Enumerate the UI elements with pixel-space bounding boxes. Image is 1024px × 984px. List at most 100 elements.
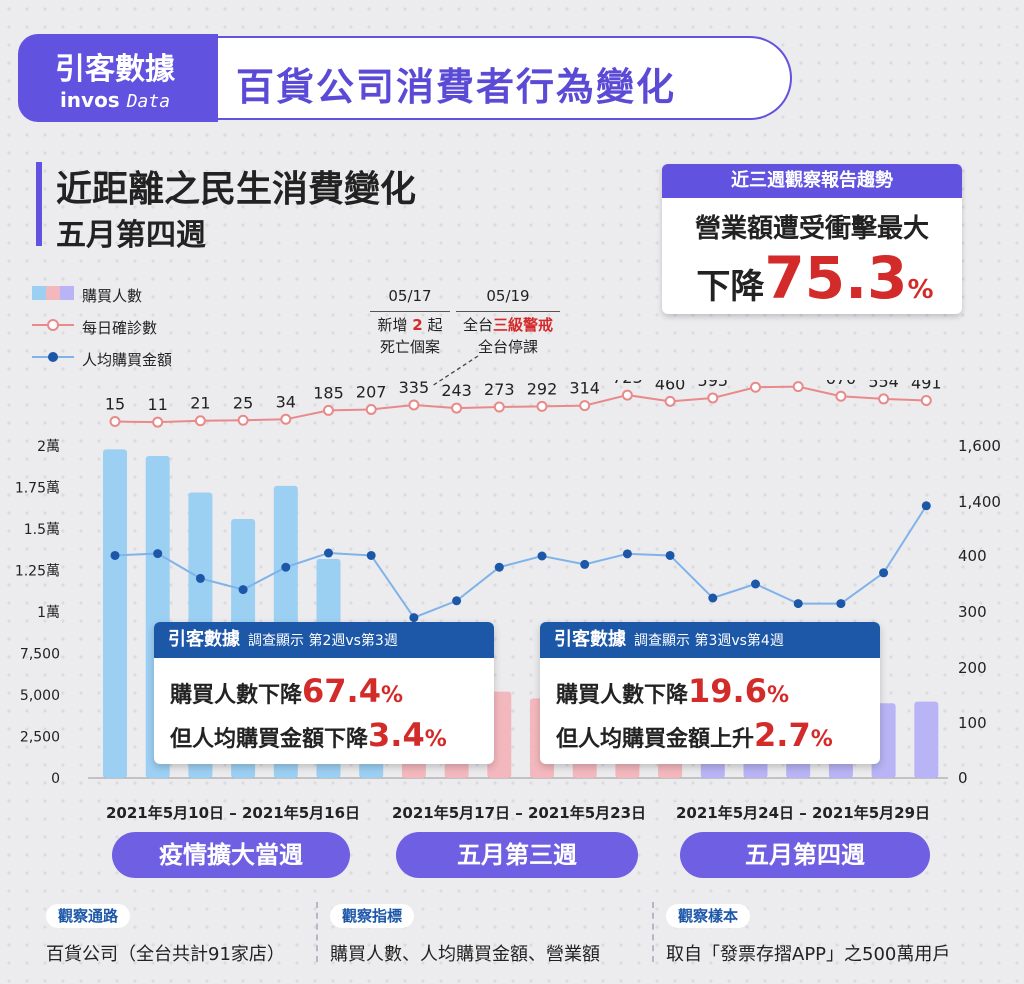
cases-point [536, 400, 548, 412]
cases-label: 554 [868, 380, 899, 391]
footer-tag-metrics: 觀察指標 [330, 904, 415, 928]
header-brand-tag [18, 34, 218, 122]
right-tick-label: 100 [958, 714, 987, 732]
cases-point [579, 400, 591, 412]
footer-text-sample: 取自「發票存摺APP」之500萬用戶 [666, 944, 951, 965]
section-subtitle: 五月第四週 [56, 218, 206, 253]
cases-label: 15 [105, 395, 125, 414]
legend-swatch-pink [46, 286, 60, 300]
cases-point [152, 416, 164, 428]
spend-point [153, 549, 163, 559]
cases-point [237, 414, 249, 426]
spend-point [580, 559, 590, 569]
legend-swatch-blue [32, 286, 46, 300]
cases-point [920, 395, 932, 407]
cases-label: 185 [313, 383, 344, 402]
cases-point [493, 401, 505, 413]
cases-point [365, 403, 377, 415]
legend-label-spend: 人均購買金額 [82, 351, 173, 369]
cases-point [621, 389, 633, 401]
spend-point [238, 585, 248, 595]
annotation-0517: 05/17 新增 2 起 死亡個案 [370, 285, 450, 358]
legend-cases-marker [47, 319, 59, 331]
annotation-0519: 05/19 全台三級警戒 全台停課 [456, 285, 560, 358]
trend-box-line2: 下降75.3% [696, 244, 934, 312]
left-tick-label: 2萬 [37, 439, 60, 455]
cases-label: 25 [233, 393, 253, 412]
cases-point [323, 404, 334, 416]
left-tick-label: 0 [51, 771, 60, 787]
section-title: 近距離之民生消費變化 [56, 169, 417, 210]
legend-swatches [32, 286, 74, 362]
cases-label: 292 [527, 380, 558, 398]
cases-point [664, 395, 676, 407]
spend-line [114, 505, 928, 619]
cases-label: 243 [441, 381, 472, 400]
section-accent-bar [36, 162, 42, 246]
right-axis: 0 100 200 300 400 1,400 1,600 [958, 437, 1001, 787]
cases-label: 273 [484, 380, 515, 399]
cases-point [109, 416, 121, 428]
brand-logo: invos Data [59, 88, 171, 112]
callout-line1: 購買人數下降67.4% [170, 672, 404, 710]
trend-box-heading: 近三週觀察報告趨勢 [662, 164, 962, 198]
cases-label: 460 [655, 380, 686, 393]
spend-point [793, 599, 803, 609]
cases-point [194, 415, 206, 427]
legend-label-bars: 購買人數 [82, 287, 143, 305]
bar [103, 449, 127, 778]
left-tick-label: 1.75萬 [15, 481, 60, 497]
cases-point [835, 390, 847, 402]
cases-series: 15 11 21 25 34 185 207 335 243 273 292 314 723 460 595… [105, 380, 942, 428]
spend-point [751, 579, 760, 589]
footer-tag-channel: 觀察通路 [46, 904, 131, 928]
cases-label: 491 [911, 380, 942, 393]
left-tick-label: 5,000 [20, 688, 60, 704]
cases-label: 21 [190, 394, 210, 413]
spend-point [195, 573, 205, 583]
right-tick-label: 300 [958, 603, 987, 621]
cases-point [408, 399, 420, 411]
week1-date-range: 2021年5月10日 – 2021年5月16日 [105, 804, 361, 822]
spend-point [665, 550, 675, 560]
spend-series [110, 501, 931, 623]
left-tick-label: 1.5萬 [24, 522, 60, 538]
right-tick-label: 1,600 [958, 437, 1001, 455]
spend-point [537, 551, 547, 561]
cases-label: 11 [148, 395, 168, 414]
week1-pill: 疫情擴大當週 [112, 832, 350, 878]
spend-point [494, 562, 504, 572]
callout-line1: 購買人數下降19.6% [556, 672, 790, 710]
right-tick-label: 0 [958, 769, 968, 787]
left-axis: 0 2,500 5,000 7,500 1萬 1.25萬 1.5萬 1.75萬 2萬 [15, 439, 948, 787]
footer-text-metrics: 購買人數、人均購買金額、營業額 [330, 944, 600, 965]
cases-label: 314 [569, 380, 600, 398]
annotation-pointer [431, 355, 479, 387]
spend-point [879, 568, 889, 578]
cases-point [451, 402, 463, 414]
spend-point [452, 596, 462, 606]
callout-line2: 但人均購買金額下降3.4% [170, 716, 447, 754]
cases-point [750, 381, 761, 393]
spend-point [836, 599, 846, 609]
legend-spend-marker [48, 352, 58, 362]
week3-pill: 五月第四週 [680, 832, 930, 878]
spend-point [281, 562, 291, 572]
spend-point [324, 548, 333, 558]
cases-label: 670 [826, 380, 857, 388]
footer-divider [316, 902, 319, 962]
spend-point [409, 613, 419, 623]
cases-point [792, 381, 804, 393]
week3-date-range: 2021年5月24日 – 2021年5月29日 [675, 804, 931, 822]
callout-line2: 但人均購買金額上升2.7% [556, 716, 833, 754]
legend-label-cases: 每日確診數 [82, 319, 158, 337]
left-tick-label: 7,500 [20, 647, 60, 663]
spend-point [921, 501, 931, 511]
legend-swatch-purple [60, 286, 74, 300]
footer-tag-sample: 觀察樣本 [666, 904, 751, 928]
footer-divider [652, 902, 655, 962]
footer-text-channel: 百貨公司（全台共計91家店） [46, 944, 285, 965]
cases-point [707, 392, 719, 404]
right-tick-label: 1,400 [958, 493, 1001, 511]
cases-point [280, 413, 292, 425]
